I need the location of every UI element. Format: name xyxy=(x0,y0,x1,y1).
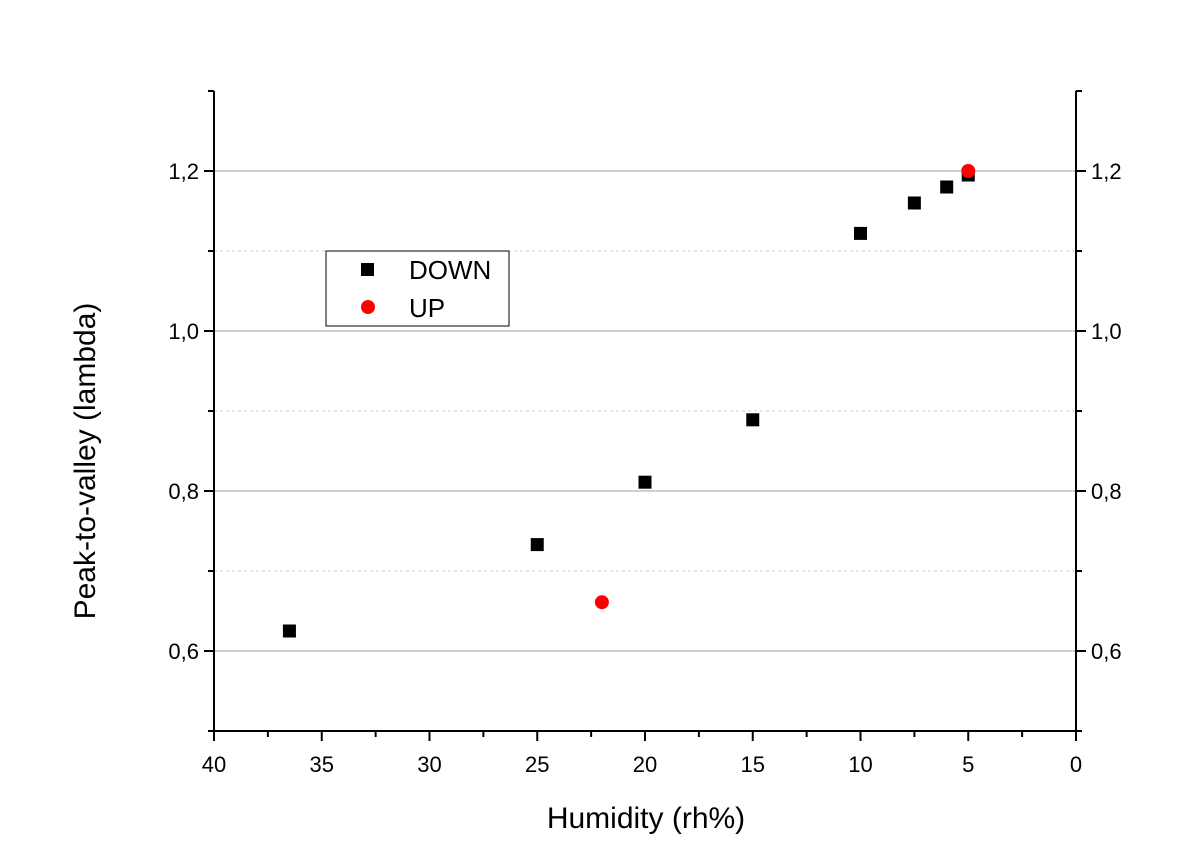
x-tick-label: 5 xyxy=(962,752,974,777)
down-point xyxy=(746,413,760,427)
legend-up-marker xyxy=(361,300,375,314)
grid-layer xyxy=(214,170,1076,652)
y-right-tick-label: 0,6 xyxy=(1091,639,1122,664)
x-tick-label: 30 xyxy=(417,752,441,777)
y-right-tick-label: 1,2 xyxy=(1091,159,1122,184)
down-point xyxy=(530,538,544,552)
x-tick-label: 40 xyxy=(202,752,226,777)
y-left-tick-label: 0,8 xyxy=(168,479,199,504)
y-axis-title: Peak-to-valley (lambda) xyxy=(69,303,102,620)
labels-layer: 40 35 30 25 20 15 10 5 0 0,6 0,6 0,8 0,8 1,0 1,0 1,2 1,2 xyxy=(168,159,1121,777)
down-point xyxy=(907,196,921,210)
y-right-tick-label: 0,8 xyxy=(1091,479,1122,504)
down-point xyxy=(638,475,652,489)
down-point xyxy=(282,624,296,638)
up-point xyxy=(961,164,976,178)
x-tick-label: 25 xyxy=(525,752,549,777)
x-tick-label: 20 xyxy=(633,752,657,777)
legend-down-marker xyxy=(361,263,374,276)
x-axis-title: Humidity (rh%) xyxy=(547,802,745,835)
y-right-tick-label: 1,0 xyxy=(1091,319,1122,344)
legend-box xyxy=(325,250,510,327)
down-point xyxy=(854,226,867,240)
x-tick-label: 35 xyxy=(310,752,334,777)
axes-layer xyxy=(204,90,1086,741)
y-left-tick-label: 1,2 xyxy=(168,159,199,184)
x-tick-label: 10 xyxy=(848,752,872,777)
legend-down-label: DOWN xyxy=(409,255,491,285)
x-tick-label: 0 xyxy=(1070,752,1082,777)
y-left-tick-label: 0,6 xyxy=(168,639,199,664)
up-point xyxy=(594,595,609,610)
y-left-tick-label: 1,0 xyxy=(168,319,199,344)
x-tick-label: 15 xyxy=(741,752,765,777)
marks-layer xyxy=(282,164,976,638)
legend-up-label: UP xyxy=(409,293,445,323)
down-point xyxy=(940,180,954,194)
legend: DOWN UP xyxy=(325,250,510,327)
